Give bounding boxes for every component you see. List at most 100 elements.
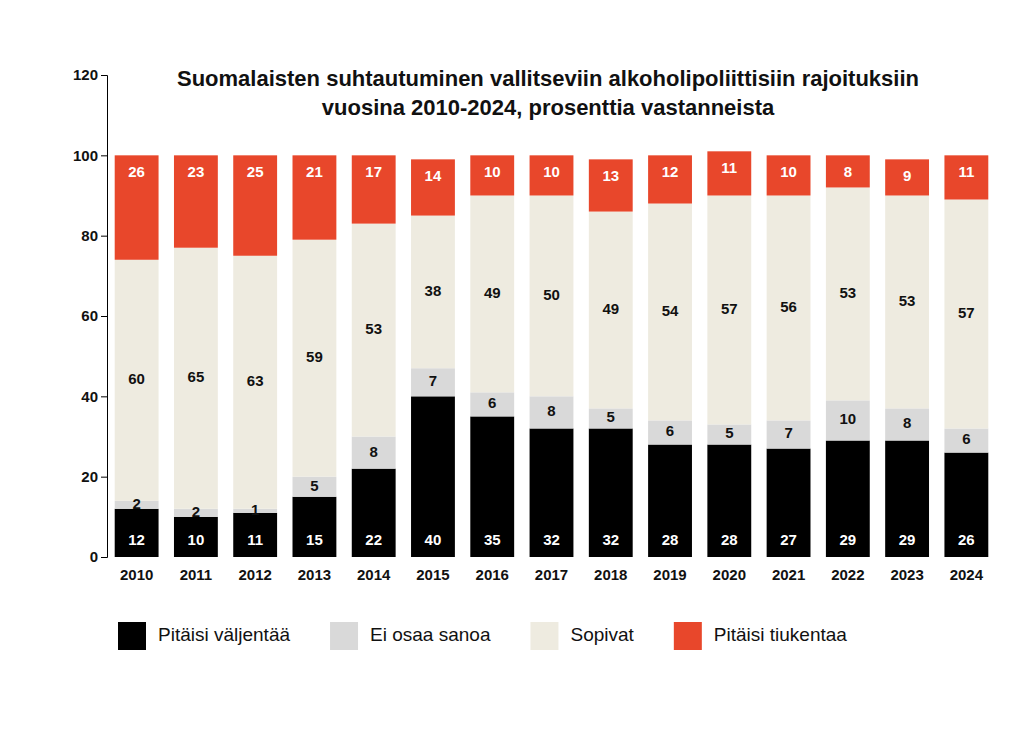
bar-segment	[352, 469, 396, 557]
legend-label: Pitäisi väljentää	[158, 624, 290, 645]
y-tick-mark	[101, 75, 107, 76]
legend-label: Pitäisi tiukentaa	[714, 624, 848, 645]
y-tick: 80	[81, 227, 107, 244]
x-tick-label: 2024	[950, 566, 984, 583]
x-tick-label: 2022	[831, 566, 864, 583]
data-label: 26	[958, 531, 975, 548]
data-label: 53	[839, 284, 856, 301]
y-axis: 020406080100120	[73, 66, 108, 565]
bar-segment	[648, 155, 692, 203]
legend-swatch	[674, 622, 702, 650]
bar-segment	[115, 260, 159, 501]
data-label: 56	[780, 298, 797, 315]
data-label: 10	[780, 163, 797, 180]
bar-segment	[233, 256, 277, 509]
data-label: 63	[247, 372, 264, 389]
bar-segment	[352, 437, 396, 469]
x-tick-label: 2017	[535, 566, 568, 583]
data-label: 10	[543, 163, 560, 180]
bar-segment	[530, 428, 574, 557]
x-tick-label: 2016	[476, 566, 509, 583]
bar-segment	[885, 408, 929, 440]
y-tick-mark	[101, 316, 107, 317]
data-label: 8	[370, 443, 378, 460]
y-tick-mark	[101, 236, 107, 237]
bar-segment	[530, 196, 574, 397]
data-label: 6	[488, 394, 496, 411]
bar-segment	[707, 424, 751, 444]
bar-segment	[589, 428, 633, 557]
data-label: 23	[188, 163, 205, 180]
bar-segment	[352, 155, 396, 223]
data-label: 50	[543, 286, 560, 303]
bar-segment	[885, 159, 929, 195]
data-label: 35	[484, 531, 501, 548]
bar-segment	[293, 155, 337, 239]
bar-segment	[826, 400, 870, 440]
data-label: 59	[306, 348, 323, 365]
bar-segment	[767, 449, 811, 557]
y-tick: 40	[81, 388, 107, 405]
bar-segment	[174, 155, 218, 247]
bar-segment	[411, 368, 455, 396]
data-label: 5	[725, 424, 733, 441]
y-tick-label: 120	[73, 66, 98, 83]
x-tick: 2010	[120, 566, 153, 583]
bar-segment	[470, 416, 514, 557]
data-label: 53	[365, 320, 382, 337]
bar-segment	[707, 151, 751, 195]
y-tick-label: 40	[81, 388, 98, 405]
bar-segment	[826, 187, 870, 400]
data-label: 29	[839, 531, 856, 548]
bar-segment	[767, 155, 811, 195]
y-axis-line	[101, 76, 108, 558]
bar-segment	[767, 196, 811, 421]
y-tick: 0	[90, 548, 107, 565]
bar-segment	[293, 240, 337, 477]
data-label: 40	[425, 531, 442, 548]
x-axis: 2010201120122013201420152016201720182019…	[120, 566, 984, 583]
y-tick-mark	[101, 477, 107, 478]
bar-segment	[411, 159, 455, 215]
bar-segment	[352, 224, 396, 437]
data-label: 27	[780, 531, 797, 548]
y-tick-label: 20	[81, 468, 98, 485]
bar-segment	[293, 477, 337, 497]
x-tick: 2020	[713, 566, 746, 583]
bar-segment	[589, 408, 633, 428]
data-label: 28	[662, 531, 679, 548]
data-label: 11	[721, 159, 737, 176]
bar-segment	[707, 445, 751, 557]
data-label: 13	[602, 167, 619, 184]
bar-segment	[589, 159, 633, 211]
legend-item: Pitäisi väljentää	[118, 622, 290, 650]
bar-segment	[648, 204, 692, 421]
bar-segment	[885, 441, 929, 557]
data-label: 11	[958, 163, 974, 180]
data-label: 15	[306, 531, 323, 548]
y-tick-mark	[101, 155, 107, 156]
legend-swatch	[118, 622, 146, 650]
x-tick: 2011	[180, 566, 213, 583]
x-tick: 2021	[772, 566, 805, 583]
legend: Pitäisi väljentääEi osaa sanoaSopivatPit…	[118, 622, 847, 650]
data-label: 12	[128, 531, 145, 548]
data-label: 49	[602, 300, 619, 317]
bar-segment	[885, 196, 929, 409]
x-tick: 2013	[298, 566, 331, 583]
x-tick: 2019	[653, 566, 686, 583]
data-label: 9	[903, 167, 911, 184]
data-label: 22	[365, 531, 382, 548]
data-label: 10	[188, 531, 205, 548]
x-tick: 2014	[357, 566, 391, 583]
title-line: vuosina 2010-2024, prosenttia vastanneis…	[322, 95, 775, 120]
x-tick: 2012	[238, 566, 271, 583]
data-label: 21	[306, 163, 323, 180]
data-label: 6	[666, 422, 674, 439]
title: Suomalaisten suhtautuminen vallitseviin …	[177, 66, 919, 120]
data-label: 8	[547, 402, 555, 419]
bar-segment	[530, 396, 574, 428]
y-tick-label: 60	[81, 307, 98, 324]
bar-segment	[470, 392, 514, 416]
legend-item: Sopivat	[530, 622, 634, 650]
